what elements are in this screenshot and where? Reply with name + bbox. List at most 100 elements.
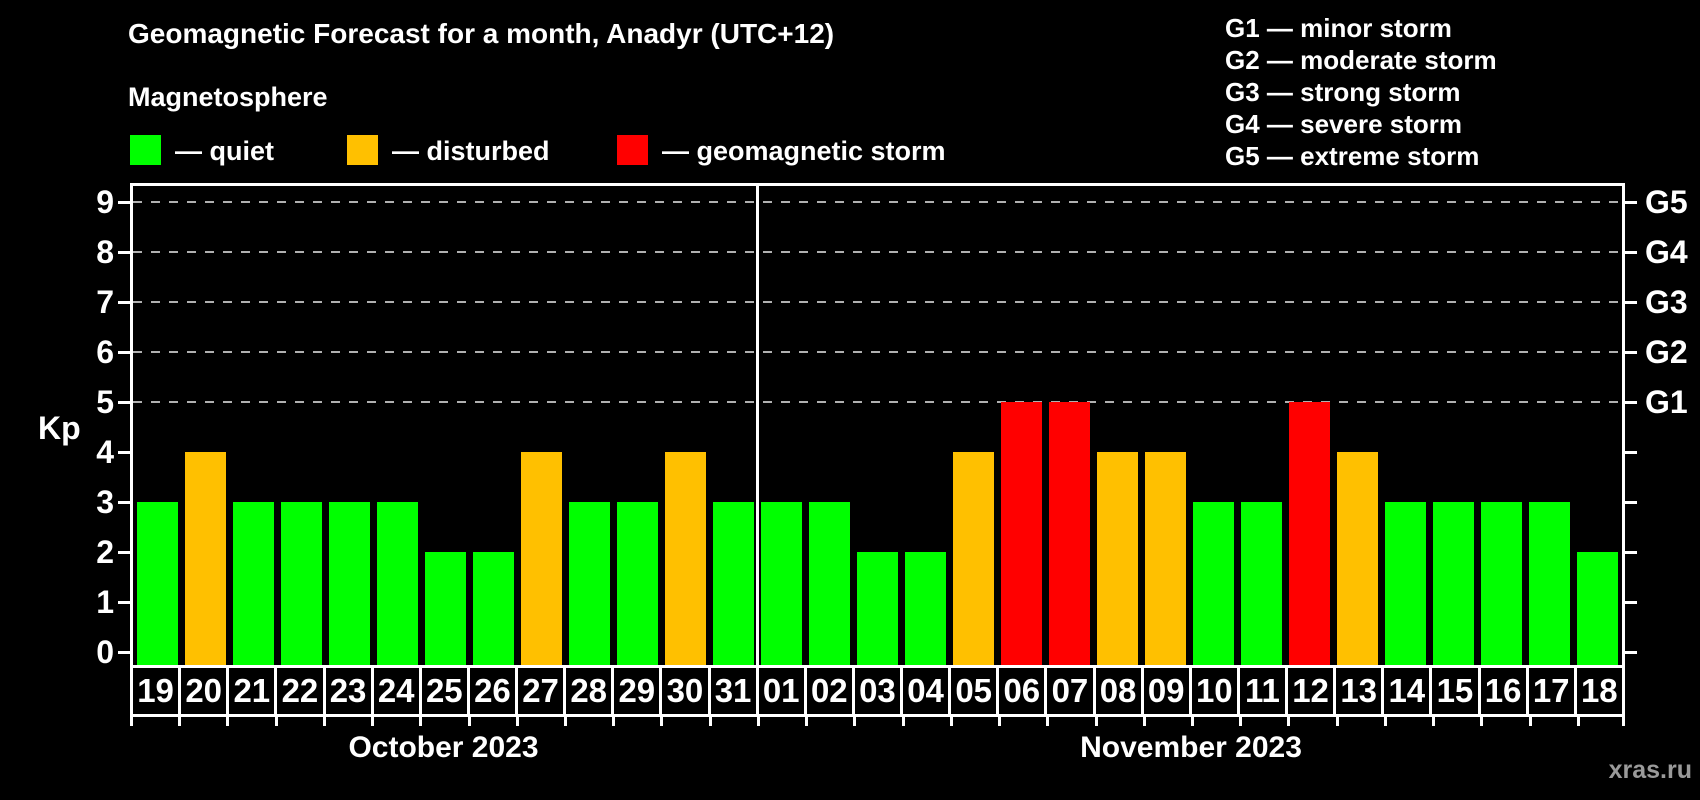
kp-bar (232, 502, 274, 665)
date-cell: 22 (277, 668, 326, 714)
storm-swatch-icon (617, 135, 648, 165)
date-tick-mark (1190, 717, 1194, 726)
date-cell: 26 (470, 668, 518, 714)
kp-bar (1001, 402, 1043, 665)
date-cell: 01 (759, 668, 807, 714)
date-cell: 13 (1336, 668, 1385, 714)
kp-bar (568, 502, 610, 665)
y-tick-label: 5 (96, 384, 114, 420)
storm-scale-legend: G1 — minor storm G2 — moderate storm G3 — … (1225, 12, 1497, 172)
date-cell: 06 (999, 668, 1048, 714)
y-tick-mark-right (1625, 201, 1637, 204)
date-cell: 30 (662, 668, 711, 714)
date-cell: 19 (133, 668, 182, 714)
y-tick-label: 6 (96, 334, 114, 370)
kp-bar (808, 502, 850, 665)
y-tick-mark-left (118, 351, 130, 354)
kp-bar (136, 502, 178, 665)
date-tick-mark (1335, 717, 1339, 726)
date-tick-mark (564, 717, 568, 726)
gridline-kp9 (133, 201, 1622, 203)
date-tick-mark (1622, 717, 1625, 726)
date-cell: 08 (1096, 668, 1144, 714)
y-tick-mark-right (1625, 301, 1637, 304)
date-tick-mark (708, 717, 712, 726)
storm-scale-line: G2 — moderate storm (1225, 45, 1497, 75)
kp-bar (760, 502, 802, 665)
quiet-legend-label: — quiet (175, 136, 274, 166)
date-cell: 27 (518, 668, 567, 714)
kp-bar (520, 452, 562, 665)
y-tick-mark-right (1625, 401, 1637, 404)
date-cell: 29 (614, 668, 663, 714)
chart-subtitle: Magnetosphere (128, 82, 328, 112)
date-cell: 18 (1577, 668, 1625, 714)
kp-bar (1577, 552, 1619, 665)
g-scale-label: G4 (1645, 234, 1688, 270)
date-tick-mark (853, 717, 857, 726)
y-tick-mark-right (1625, 451, 1637, 454)
date-tick-mark (226, 717, 230, 726)
date-tick-mark (756, 717, 760, 726)
kp-bar (472, 552, 514, 665)
month-label-october: October 2023 (348, 731, 539, 764)
y-tick-label: 8 (96, 234, 114, 270)
y-tick-mark-left (118, 601, 130, 604)
kp-bar (280, 502, 322, 665)
y-tick-mark-left (118, 251, 130, 254)
y-tick-mark-right (1625, 651, 1637, 654)
date-cell: 09 (1144, 668, 1192, 714)
date-tick-mark (371, 717, 375, 726)
disturbed-legend-label: — disturbed (392, 136, 550, 166)
date-cell: 14 (1384, 668, 1433, 714)
y-tick-label: 9 (96, 184, 114, 220)
date-cell: 20 (181, 668, 230, 714)
kp-bar (1433, 502, 1475, 665)
date-tick-mark (419, 717, 423, 726)
date-cell: 28 (566, 668, 615, 714)
y-tick-label: 3 (96, 484, 114, 520)
date-cell: 25 (422, 668, 470, 714)
kp-bar (1289, 402, 1331, 665)
date-tick-mark (660, 717, 664, 726)
y-tick-mark-left (118, 301, 130, 304)
date-cell: 21 (229, 668, 278, 714)
watermark: xras.ru (1608, 756, 1692, 784)
kp-bar (1241, 502, 1283, 665)
date-tick-mark (1576, 717, 1580, 726)
date-cell: 03 (855, 668, 903, 714)
date-cell: 31 (711, 668, 759, 714)
storm-scale-line: G5 — extreme storm (1225, 141, 1480, 171)
date-cell: 24 (374, 668, 422, 714)
kp-bar (1193, 502, 1235, 665)
kp-bar (376, 502, 418, 665)
kp-bar (1529, 502, 1571, 665)
y-tick-mark-right (1625, 351, 1637, 354)
date-cell: 02 (807, 668, 855, 714)
date-tick-mark (178, 717, 182, 726)
g-scale-label: G3 (1645, 284, 1688, 320)
storm-scale-line: G1 — minor storm (1225, 13, 1452, 43)
y-axis-label: Kp (38, 410, 81, 446)
date-tick-mark (1046, 717, 1050, 726)
kp-bar (712, 502, 754, 665)
date-tick-mark (322, 717, 326, 726)
kp-bar (184, 452, 226, 665)
date-tick-mark (1239, 717, 1243, 726)
date-tick-mark (901, 717, 905, 726)
date-tick-mark (1480, 717, 1484, 726)
date-tick-mark (274, 717, 278, 726)
y-tick-mark-left (118, 551, 130, 554)
month-separator (755, 186, 759, 665)
g-scale-label: G1 (1645, 384, 1688, 420)
kp-bar (664, 452, 706, 665)
date-cell: 11 (1240, 668, 1288, 714)
y-tick-label: 0 (96, 634, 114, 670)
date-cell: 05 (951, 668, 1000, 714)
date-cell: 12 (1288, 668, 1337, 714)
kp-bar (857, 552, 898, 665)
y-tick-mark-left (118, 501, 130, 504)
gridline-kp7 (133, 301, 1622, 303)
y-tick-mark-left (118, 401, 130, 404)
month-label-november: November 2023 (1080, 731, 1302, 764)
